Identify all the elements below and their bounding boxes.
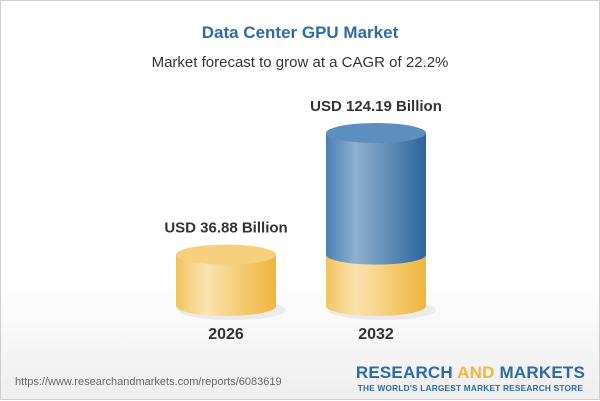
logo-text-research: RESEARCH <box>355 363 458 382</box>
chart-subtitle: Market forecast to grow at a CAGR of 22.… <box>151 54 449 71</box>
cylinder-2032-base-body <box>326 254 426 316</box>
cylinder-2032-growth-body <box>326 133 426 265</box>
data-label: USD 124.19 Billion <box>310 98 442 115</box>
data-label: USD 36.88 Billion <box>164 220 287 237</box>
cylinder-2026-top <box>176 244 276 265</box>
x-tick-label: 2026 <box>208 326 244 343</box>
cylinder-2026-body <box>176 254 276 316</box>
x-tick-label: 2032 <box>358 326 394 343</box>
logo-text-and: AND <box>457 363 495 382</box>
research-and-markets-logo: RESEARCH AND MARKETS THE WORLD'S LARGEST… <box>356 363 585 393</box>
cylinder-2032-growth-top <box>326 123 426 143</box>
source-url[interactable]: https://www.researchandmarkets.com/repor… <box>15 376 282 388</box>
logo-tagline: THE WORLD'S LARGEST MARKET RESEARCH STOR… <box>357 383 584 393</box>
logo-text-markets: MARKETS <box>494 363 585 382</box>
chart-title: Data Center GPU Market <box>201 23 399 42</box>
